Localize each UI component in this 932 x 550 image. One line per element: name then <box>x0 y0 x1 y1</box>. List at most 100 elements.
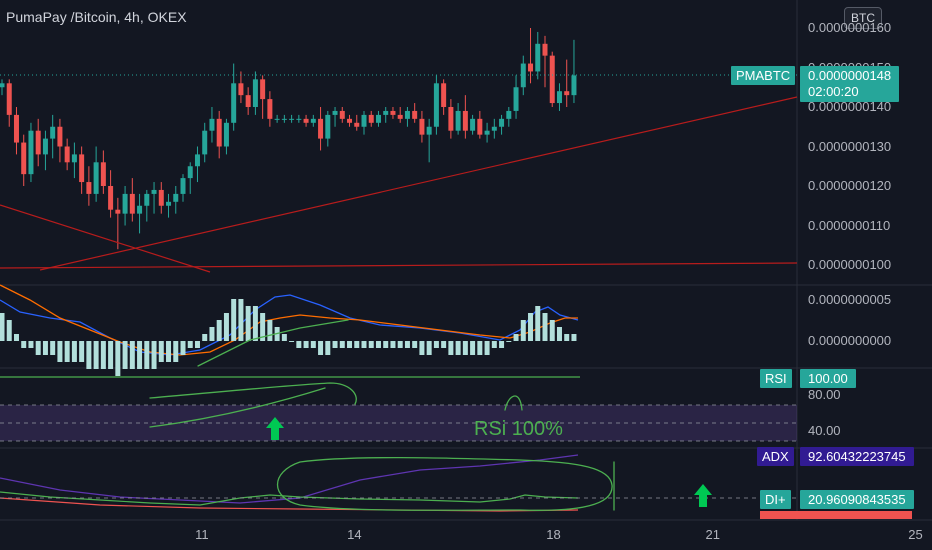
candle-body <box>397 114 403 119</box>
candle-body <box>289 118 295 120</box>
macd-histogram-bar <box>122 341 128 369</box>
macd-histogram-bar <box>433 341 439 348</box>
candle-body <box>303 118 309 123</box>
candle-body <box>325 114 331 139</box>
candle-body <box>64 146 70 163</box>
macd-histogram-bar <box>491 341 497 348</box>
currency-badge[interactable]: BTC <box>844 7 882 29</box>
candle-body <box>144 193 150 206</box>
countdown: 02:00:20 <box>808 84 859 99</box>
price-tick: 0.0000000120 <box>808 178 892 193</box>
candle-body <box>296 118 302 120</box>
macd-histogram-bar <box>462 341 468 355</box>
candle-body <box>390 110 396 115</box>
candle-body <box>180 178 186 194</box>
di-minus-strip <box>760 511 912 519</box>
price-tick: 0.0000000110 <box>808 217 891 233</box>
resistance-trendline <box>0 204 211 273</box>
di-minus-line <box>0 497 579 512</box>
candle-body <box>484 130 490 135</box>
macd-histogram-bar <box>477 341 483 355</box>
candle-body <box>433 83 439 127</box>
candle-body <box>209 118 215 131</box>
chart-title: PumaPay /Bitcoin, 4h, OKEX <box>6 9 187 25</box>
candle-body <box>223 122 229 147</box>
macd-histogram-bar <box>556 327 562 341</box>
candle-body <box>158 189 164 206</box>
candle-body <box>535 43 541 72</box>
candle-body <box>28 130 34 175</box>
candle-body <box>166 201 172 206</box>
candle-body <box>564 91 570 96</box>
rsi-scribble-bottom <box>149 387 326 428</box>
candle-body <box>267 99 273 119</box>
macd-tick: 0.0000000005 <box>808 292 892 307</box>
macd-histogram-bar <box>347 341 353 348</box>
macd-histogram-bar <box>325 341 331 355</box>
candle-body <box>42 138 48 155</box>
rsi-tick-40: 40.00 <box>808 423 841 438</box>
di-plus-tag: DI+ <box>760 490 791 509</box>
macd-histogram-bar <box>86 341 92 369</box>
candle-body <box>310 118 316 123</box>
macd-histogram-bar <box>296 341 302 348</box>
macd-histogram-bar <box>42 341 48 355</box>
macd-histogram-bar <box>499 341 505 348</box>
candle-body <box>151 189 157 194</box>
price-tick: 0.0000000140 <box>808 99 892 114</box>
macd-histogram-bar <box>564 334 570 341</box>
macd-histogram-bar <box>71 341 77 362</box>
candle-body <box>426 126 432 135</box>
macd-histogram-bar <box>79 341 85 362</box>
macd-histogram-bar <box>173 341 179 362</box>
candle-body <box>470 118 476 131</box>
macd-histogram-bar <box>245 306 251 341</box>
macd-histogram-bar <box>187 341 193 348</box>
candle-body <box>448 107 454 131</box>
date-tick: 25 <box>908 527 923 542</box>
macd-histogram-bar <box>129 341 135 369</box>
candle-body <box>491 126 497 131</box>
candle-body <box>108 186 114 210</box>
macd-histogram-bar <box>528 313 534 341</box>
candle-body <box>361 114 367 127</box>
candle-body <box>137 205 143 214</box>
macd-histogram-bar <box>223 313 229 341</box>
macd-histogram-bar <box>339 341 345 348</box>
rsi-annotation-text: RSi 100% <box>474 418 563 440</box>
macd-histogram-bar <box>412 341 418 348</box>
macd-histogram-bar <box>318 341 324 355</box>
price-tick: 0.0000000160 <box>808 20 892 35</box>
adx-circle <box>276 456 613 511</box>
candle-body <box>274 118 280 120</box>
macd-histogram-bar <box>238 299 244 341</box>
candle-body <box>238 83 244 96</box>
macd-histogram-bar <box>383 341 389 348</box>
candle-body <box>549 55 555 104</box>
candle-body <box>173 193 179 202</box>
macd-histogram-bar <box>354 341 360 348</box>
macd-histogram-bar <box>426 341 432 355</box>
macd-histogram-bar <box>28 341 34 348</box>
macd-histogram-bar <box>267 320 273 341</box>
macd-histogram-bar <box>209 327 215 341</box>
candle-body <box>375 114 381 123</box>
rsi-up-arrow-icon <box>266 417 284 440</box>
candle-body <box>50 126 56 139</box>
macd-histogram-bar <box>542 313 548 341</box>
candle-body <box>477 118 483 135</box>
candle-body <box>57 126 63 147</box>
candle-body <box>93 162 99 194</box>
macd-histogram-bar <box>332 341 338 348</box>
macd-histogram-bar <box>484 341 490 355</box>
candle-body <box>332 110 338 115</box>
candle-body <box>528 63 534 72</box>
macd-histogram-bar <box>506 341 512 342</box>
candle-body <box>513 87 519 111</box>
macd-histogram-bar <box>50 341 56 355</box>
rsi-peak-mark <box>504 395 523 411</box>
macd-histogram-bar <box>361 341 367 348</box>
macd-histogram <box>0 299 577 376</box>
date-tick: 18 <box>546 527 561 542</box>
